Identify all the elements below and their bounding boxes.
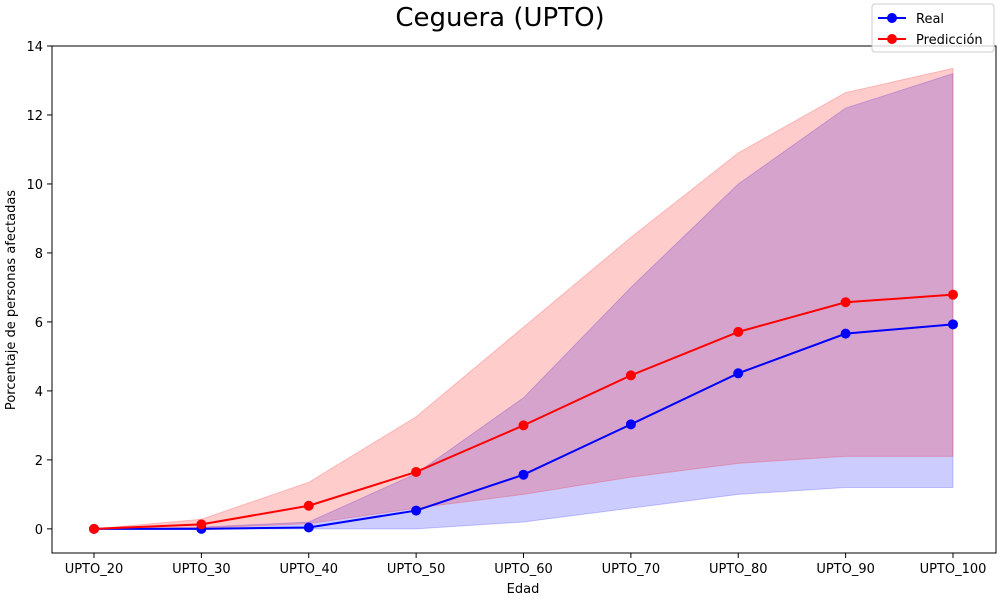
data-point xyxy=(733,326,744,337)
confidence-bands xyxy=(93,67,954,530)
band-1 xyxy=(93,67,954,530)
x-axis-label: Edad xyxy=(507,582,540,597)
y-axis-label: Porcentaje de personas afectadas xyxy=(4,190,19,410)
data-point xyxy=(948,289,958,300)
data-point xyxy=(196,519,207,530)
data-point xyxy=(625,370,636,381)
legend: Real Predicción xyxy=(871,3,995,53)
data-point xyxy=(733,368,744,379)
data-point xyxy=(840,297,851,308)
x-axis-ticks: UPTO_20 UPTO_30 UPTO_40 UPTO_50 UPTO_60 UPTO_… xyxy=(65,553,987,577)
data-point xyxy=(948,319,958,330)
y-tick-label: 12 xyxy=(26,109,43,124)
data-point xyxy=(303,522,314,533)
x-tick-label: UPTO_60 xyxy=(494,562,553,577)
data-point xyxy=(518,420,529,431)
data-point xyxy=(303,500,314,511)
x-tick-label: UPTO_30 xyxy=(172,562,231,577)
data-point xyxy=(518,469,529,480)
x-tick-label: UPTO_70 xyxy=(602,562,661,577)
y-tick-label: 6 xyxy=(35,316,43,331)
y-tick-label: 2 xyxy=(35,454,43,469)
data-point xyxy=(89,523,99,534)
legend-marker xyxy=(887,34,897,44)
series-lines xyxy=(89,289,958,534)
y-tick-label: 8 xyxy=(35,247,43,262)
legend-marker xyxy=(887,13,897,23)
y-tick-label: 10 xyxy=(26,178,43,193)
legend-label: Real xyxy=(916,12,944,27)
x-tick-label: UPTO_40 xyxy=(279,562,338,577)
data-point xyxy=(840,328,851,339)
data-point xyxy=(625,419,636,430)
y-axis-ticks: 0 2 4 6 8 10 12 14 xyxy=(26,40,52,538)
y-tick-label: 4 xyxy=(35,385,43,400)
band-0 xyxy=(93,72,954,530)
x-tick-label: UPTO_90 xyxy=(816,562,875,577)
y-tick-label: 14 xyxy=(26,40,43,55)
data-point xyxy=(411,466,422,477)
x-tick-label: UPTO_50 xyxy=(387,562,446,577)
y-tick-label: 0 xyxy=(35,523,43,538)
chart-title: Ceguera (UPTO) xyxy=(395,3,604,33)
x-tick-label: UPTO_100 xyxy=(920,562,987,577)
data-point xyxy=(411,505,422,516)
x-tick-label: UPTO_80 xyxy=(709,562,768,577)
x-tick-label: UPTO_20 xyxy=(65,562,124,577)
legend-label: Predicción xyxy=(916,33,983,48)
